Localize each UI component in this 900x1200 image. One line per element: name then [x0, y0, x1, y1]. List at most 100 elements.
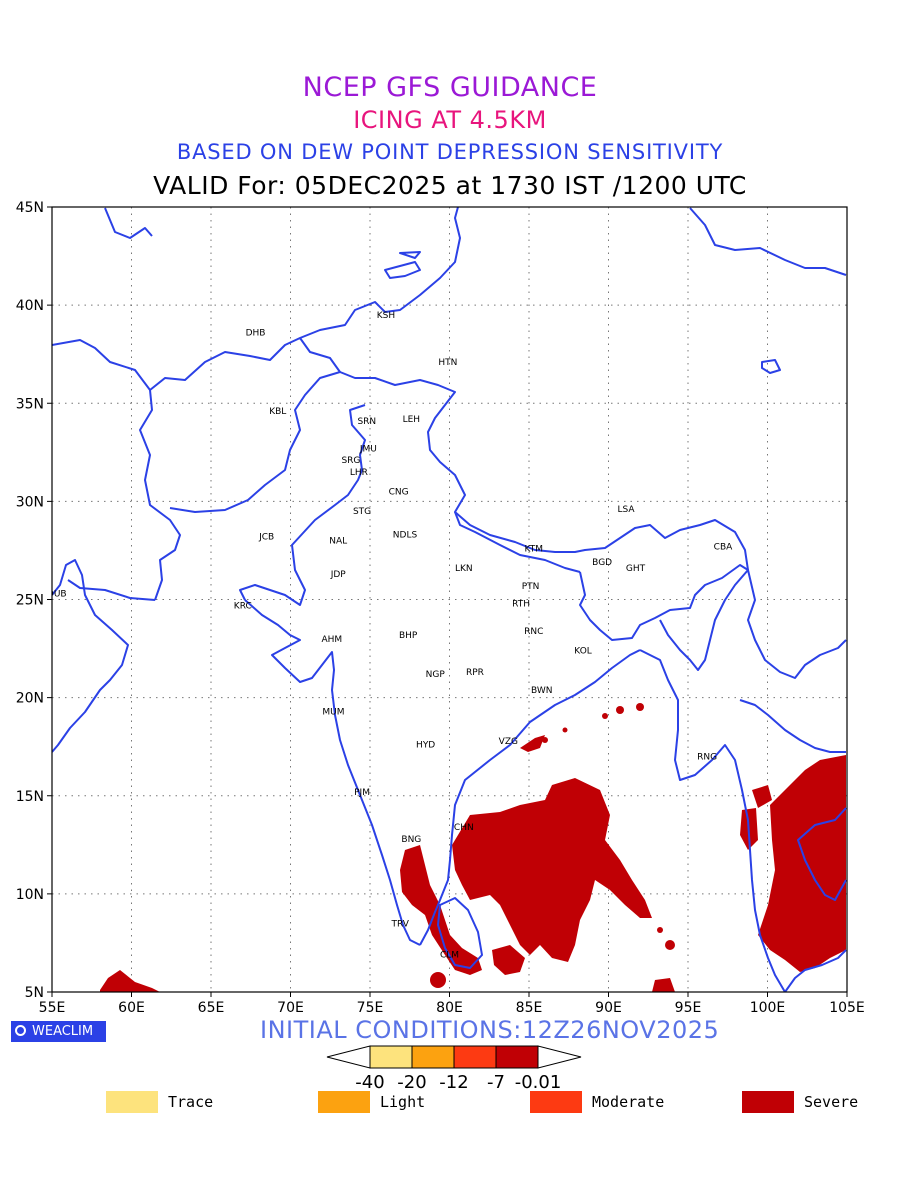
station-label-ksh: KSH [377, 311, 395, 321]
station-label-ahm: AHM [321, 635, 342, 645]
lat-tick-label: 35N [16, 396, 44, 412]
lon-tick-label: 85E [516, 1000, 543, 1016]
coastline-india-east [419, 649, 641, 946]
border-central-asia [104, 207, 461, 339]
station-label-bng: BNG [401, 835, 421, 845]
lon-tick-label: 105E [829, 1000, 865, 1016]
icing-speck [430, 972, 446, 988]
legend-label: Moderate [592, 1093, 665, 1111]
legend-label: Light [380, 1093, 426, 1111]
icing-region-andaman [652, 978, 675, 992]
lake-issyk-kul [399, 251, 421, 259]
station-label-clm: CLM [440, 951, 459, 961]
station-label-lhr: LHR [350, 468, 368, 478]
lake-balkhash [384, 261, 421, 279]
icing-region-east-edge [752, 785, 772, 808]
station-label-chn: CHN [454, 823, 474, 833]
station-label-lsa: LSA [617, 505, 635, 515]
station-label-srg: SRG [341, 456, 360, 466]
coastline-sri-lanka [437, 897, 483, 969]
station-label-bhp: BHP [399, 631, 418, 641]
station-label-rnc: RNC [524, 627, 543, 637]
border-myanmar-east [739, 569, 847, 753]
legend-swatch [106, 1091, 158, 1113]
border-iran [52, 339, 156, 601]
station-label-kol: KOL [574, 647, 592, 657]
legend-label: Severe [804, 1093, 859, 1111]
station-label-htn: HTN [438, 358, 457, 368]
weaclim-logo: WEACLIM [11, 1021, 106, 1042]
lat-lon-grid [52, 207, 847, 992]
station-labels: KSH DHB HTN KBL SRN LEH JMU SRG LHR CNG STG JCB NAL N… [47, 311, 733, 961]
station-label-trv: TRV [390, 919, 409, 929]
icing-region-southeast-asia [758, 755, 846, 972]
colorbar-tick-label: -20 [397, 1072, 426, 1093]
lat-tick-label: 15N [16, 789, 44, 805]
icing-speck [657, 927, 663, 933]
station-label-cng: CNG [389, 488, 409, 498]
colorbar-tick-label: -12 [439, 1072, 468, 1093]
lon-tick-label: 65E [198, 1000, 225, 1016]
colorbar-bin [453, 1045, 497, 1069]
coastlines-and-borders [52, 207, 847, 992]
border-afghanistan [139, 337, 341, 601]
lat-tick-label: 40N [16, 298, 44, 314]
station-label-rng: RNG [697, 753, 717, 763]
map-axes: 55E 60E 65E 70E 75E 80E 85E 90E 95E 100E 105E 45N 40… [16, 200, 865, 1016]
coastline-india-west [244, 599, 421, 946]
valid-time: VALID For: 05DEC2025 at 1730 IST /1200 U… [153, 171, 747, 200]
station-label-ndls: NDLS [393, 531, 418, 541]
brand-name: WEACLIM [32, 1024, 94, 1039]
lat-tick-label: 25N [16, 593, 44, 609]
lat-tick-label: 30N [16, 494, 44, 510]
station-label-stg: STG [353, 507, 371, 517]
station-label-jmu: JMU [359, 444, 377, 454]
station-label-kbl: KBL [269, 407, 286, 417]
station-label-dub: DUB [47, 590, 67, 600]
legend-label: Trace [168, 1093, 214, 1111]
icing-speck [602, 713, 608, 719]
lat-tick-label: 10N [16, 887, 44, 903]
lon-tick-label: 80E [436, 1000, 463, 1016]
icing-region-bay-of-bengal [452, 778, 652, 962]
lon-tick-label: 55E [39, 1000, 66, 1016]
station-label-rth: RTH [512, 599, 530, 609]
border-nepal-south [454, 511, 581, 573]
station-label-vzg: VZG [499, 737, 518, 747]
coastline-bay-east [639, 649, 786, 992]
colorbar-high-arrow [537, 1045, 582, 1069]
station-label-ght: GHT [626, 564, 646, 574]
colorbar-low-arrow [326, 1045, 371, 1069]
station-label-bgd: BGD [592, 558, 612, 568]
station-label-cba: CBA [714, 543, 733, 553]
legend-swatch [530, 1091, 582, 1113]
colorbar-bin [411, 1045, 455, 1069]
station-label-lkn: LKN [455, 564, 473, 574]
colorbar-bin [495, 1045, 539, 1069]
border-pakistan-india [239, 404, 366, 606]
icing-speck [616, 706, 624, 714]
station-label-krc: KRC [234, 601, 252, 611]
station-label-jdp: JDP [330, 570, 347, 580]
initial-conditions: INITIAL CONDITIONS:12Z26NOV2025 [260, 1016, 720, 1044]
colorbar-tick-label: -7 [487, 1072, 505, 1093]
icing-region-arabian-sea-south [100, 970, 160, 992]
coastline-southeast-asia [784, 807, 847, 992]
station-label-leh: LEH [403, 415, 420, 425]
lon-tick-label: 100E [750, 1000, 786, 1016]
station-label-dhb: DHB [246, 329, 266, 339]
colorbar-tick-label: -0.01 [515, 1072, 562, 1093]
station-label-ktm: KTM [525, 544, 543, 554]
lat-tick-label: 20N [16, 691, 44, 707]
station-label-srn: SRN [357, 417, 376, 427]
lat-tick-label: 45N [16, 200, 44, 216]
lon-tick-label: 75E [357, 1000, 384, 1016]
lon-tick-label: 90E [595, 1000, 622, 1016]
icing-speck [562, 727, 568, 733]
lon-tick-label: 70E [277, 1000, 304, 1016]
station-label-ptn: PTN [522, 582, 540, 592]
station-label-nal: NAL [329, 537, 347, 547]
legend-swatch [742, 1091, 794, 1113]
station-label-mum: MUM [322, 707, 344, 717]
lat-tick-label: 5N [25, 985, 44, 1001]
